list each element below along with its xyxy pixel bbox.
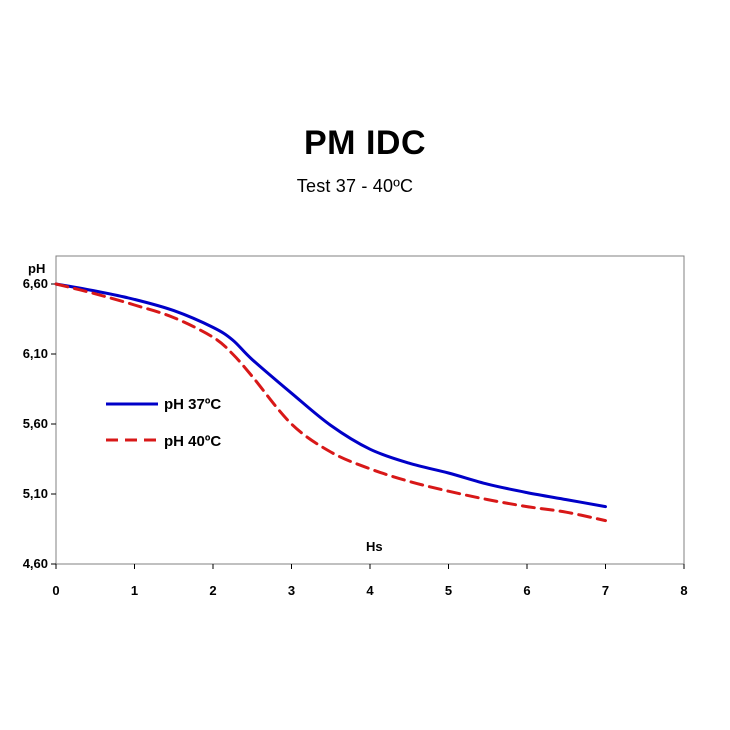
x-ticks: 0 1 2 3 4 5 6 7 8 <box>52 564 688 598</box>
legend-label-ph-40: pH 40ºC <box>164 433 221 450</box>
legend: pH 37ºC pH 40ºC <box>106 396 221 450</box>
y-ticks: 4,60 5,10 5,60 6,10 6,60 <box>23 276 56 571</box>
y-tick-label: 5,60 <box>23 416 48 431</box>
x-tick-label: 6 <box>523 583 530 598</box>
series-lines <box>54 282 607 523</box>
x-tick-label: 3 <box>288 583 295 598</box>
x-tick-label: 0 <box>52 583 59 598</box>
y-tick-label: 6,60 <box>23 276 48 291</box>
chart-subtitle: Test 37 - 40ºC <box>296 176 414 196</box>
y-tick-label: 4,60 <box>23 556 48 571</box>
x-tick-label: 5 <box>445 583 452 598</box>
x-tick-label: 1 <box>131 583 138 598</box>
x-tick-label: 8 <box>680 583 687 598</box>
legend-label-ph-37: pH 37ºC <box>164 396 221 413</box>
x-tick-label: 4 <box>366 583 374 598</box>
x-tick-label: 7 <box>602 583 609 598</box>
series-line-ph-37 <box>54 282 607 509</box>
y-axis-label: pH <box>28 261 45 276</box>
y-tick-label: 5,10 <box>23 486 48 501</box>
y-tick-label: 6,10 <box>23 346 48 361</box>
x-tick-label: 2 <box>209 583 216 598</box>
series-line-ph-40 <box>54 282 607 523</box>
x-axis-label: Hs <box>366 539 383 554</box>
chart-title: PM IDC <box>304 124 426 162</box>
